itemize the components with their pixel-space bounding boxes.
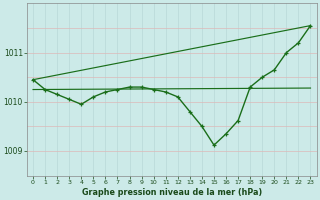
X-axis label: Graphe pression niveau de la mer (hPa): Graphe pression niveau de la mer (hPa) [82,188,262,197]
